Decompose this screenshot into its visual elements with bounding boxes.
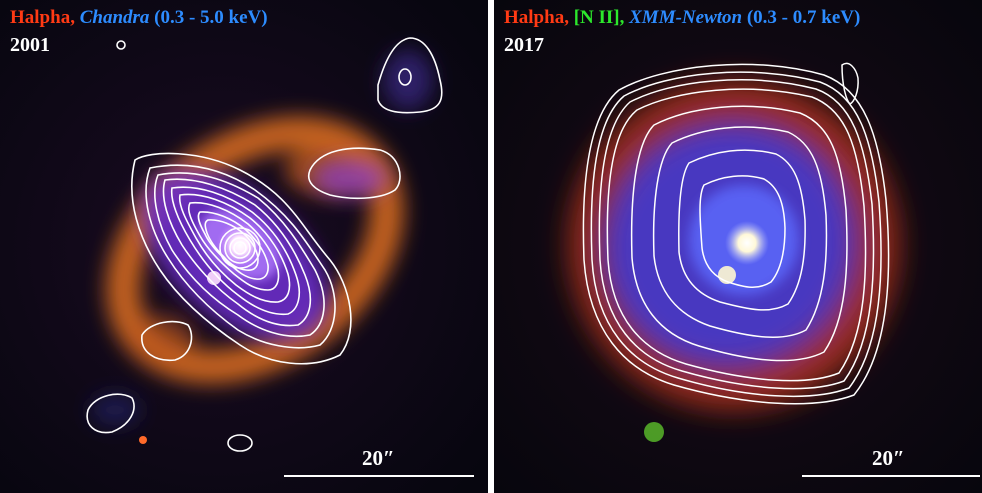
chandra-composite-image: [0, 0, 488, 493]
scale-bar: [284, 475, 474, 477]
xray-contours: [582, 62, 890, 405]
scale-bar: [802, 475, 980, 477]
label-energy-band: (0.3 - 0.7 keV): [746, 7, 861, 28]
scale-label: 20″: [872, 446, 905, 470]
label-nii: [N II],: [573, 7, 625, 28]
year-label: 2001: [10, 34, 50, 56]
label-chandra: Chandra: [79, 7, 150, 28]
label-halpha: Halpha,: [504, 7, 569, 28]
label-energy-band: (0.3 - 5.0 keV): [154, 7, 268, 28]
label-xmm-newton: XMM-Newton: [629, 7, 743, 28]
field-star-green: [644, 422, 664, 442]
label-halpha: Halpha,: [10, 7, 75, 28]
field-star: [139, 436, 147, 444]
xray-contours: [86, 37, 443, 452]
panel-label-right: Halpha, [N II], XMM-Newton (0.3 - 0.7 ke…: [504, 8, 860, 27]
panel-xmm-2017: Halpha, [N II], XMM-Newton (0.3 - 0.7 ke…: [494, 0, 982, 493]
central-star: [725, 221, 769, 265]
panel-chandra-2001: Halpha, Chandra (0.3 - 5.0 keV) 2001 20″: [0, 0, 488, 493]
scale-label: 20″: [362, 446, 395, 470]
xmm-composite-image: [494, 0, 982, 493]
year-label: 2017: [504, 34, 544, 56]
panel-label-left: Halpha, Chandra (0.3 - 5.0 keV): [10, 8, 268, 27]
